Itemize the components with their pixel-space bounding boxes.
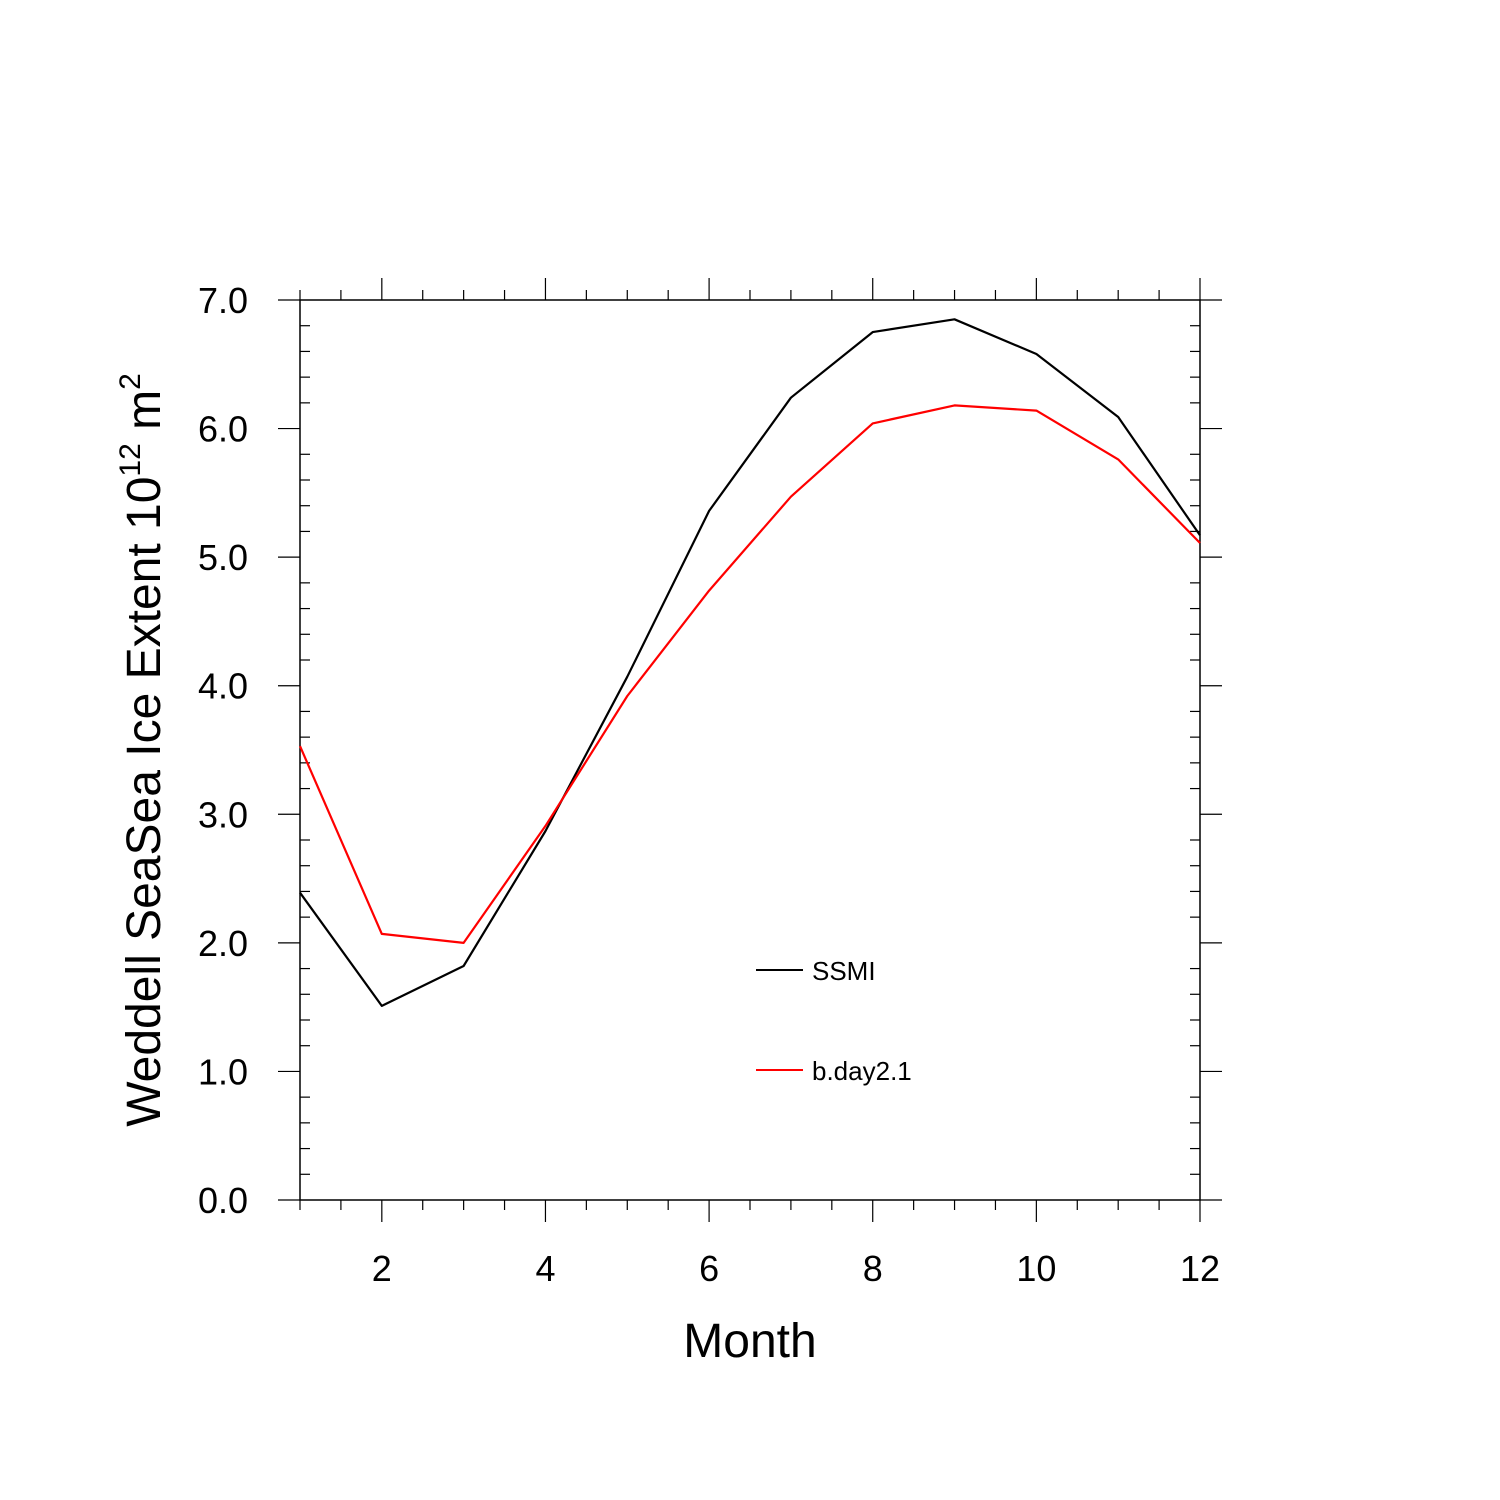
y-tick-label: 4.0 <box>198 666 248 707</box>
plot-frame <box>299 299 1201 1201</box>
x-tick-label: 2 <box>372 1248 392 1289</box>
y-tick-label: 7.0 <box>198 280 248 321</box>
y-axis-title-unit: m <box>118 390 171 430</box>
y-axis-title-unit-exponent: 2 <box>114 373 147 390</box>
y-axis-title-space <box>118 430 171 443</box>
legend-label-ssmi: SSMI <box>812 956 876 986</box>
y-axis-title-prefix: Weddell SeaSea Ice Extent 10 <box>118 477 171 1127</box>
y-tick-label: 6.0 <box>198 409 248 450</box>
legend: SSMI b.day2.1 <box>756 956 912 1086</box>
x-tick-labels: 2 4 6 8 10 12 <box>372 1248 1220 1289</box>
y-tick-label: 2.0 <box>198 923 248 964</box>
y-tick-labels: 0.0 1.0 2.0 3.0 4.0 5.0 6.0 7.0 <box>198 280 248 1221</box>
x-axis-title: Month <box>683 1315 816 1368</box>
y-tick-label: 5.0 <box>198 537 248 578</box>
y-tick-label: 0.0 <box>198 1180 248 1221</box>
legend-label-bday21: b.day2.1 <box>812 1056 912 1086</box>
x-tick-label: 8 <box>863 1248 883 1289</box>
x-tick-label: 4 <box>535 1248 555 1289</box>
series-lines <box>298 318 1201 1008</box>
series-line-ssmi <box>299 318 1201 1008</box>
major-ticks <box>278 278 1222 1222</box>
minor-ticks <box>299 290 1200 1210</box>
y-axis-title-exponent: 12 <box>114 443 147 476</box>
x-tick-label: 10 <box>1016 1248 1056 1289</box>
y-axis-title: Weddell SeaSea Ice Extent 1012 m2 <box>114 373 171 1127</box>
x-tick-label: 6 <box>699 1248 719 1289</box>
y-tick-label: 3.0 <box>198 794 248 835</box>
y-tick-label: 1.0 <box>198 1051 248 1092</box>
series-line-b-day2-1 <box>298 404 1201 945</box>
x-tick-label: 12 <box>1180 1248 1220 1289</box>
